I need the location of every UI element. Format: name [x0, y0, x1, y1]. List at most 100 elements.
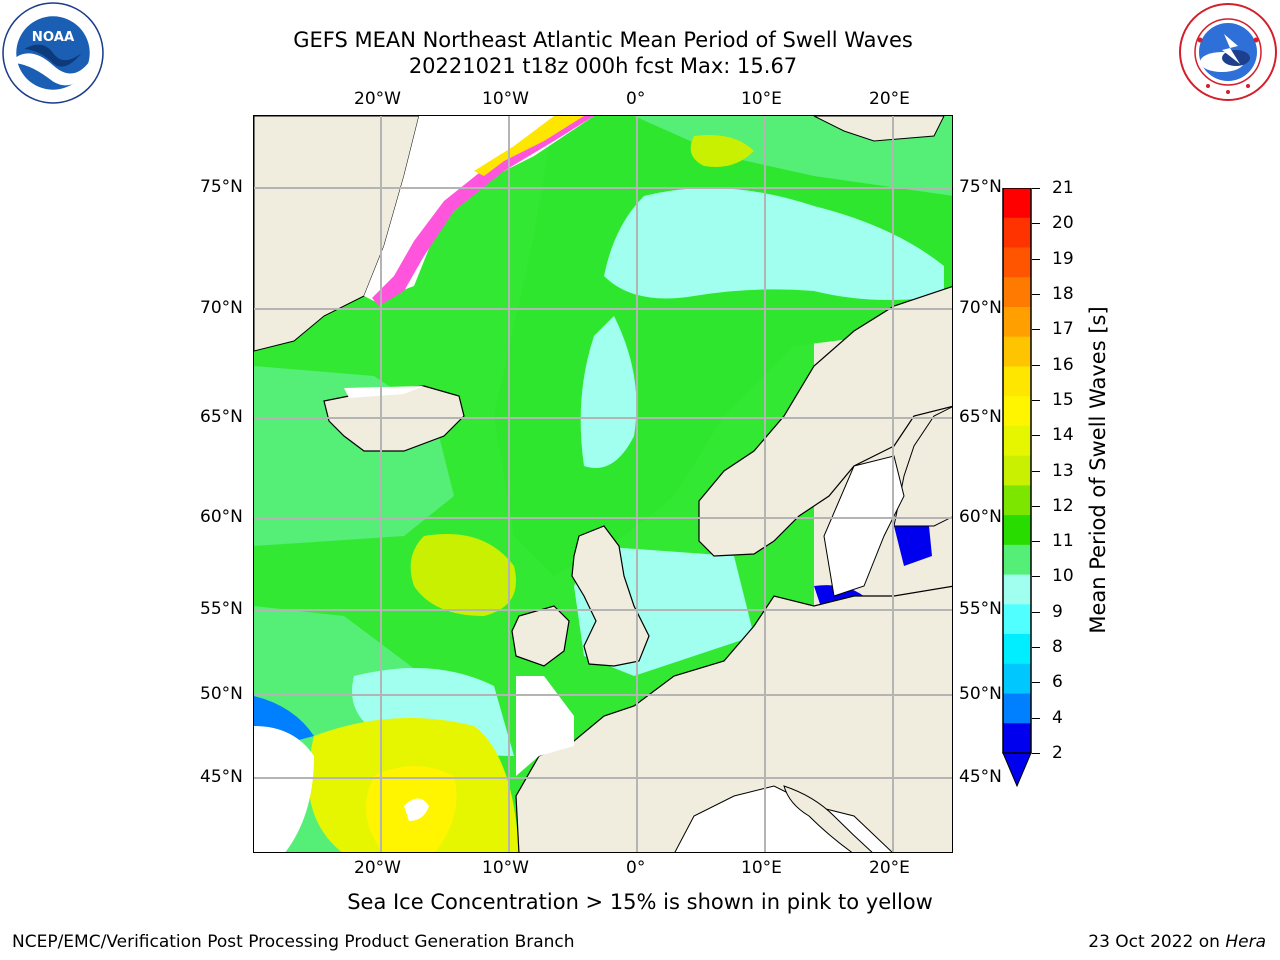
- land-ireland: [511, 605, 570, 667]
- cyan-region-norway-sea: [604, 188, 944, 300]
- land-great-britain: [571, 525, 650, 667]
- colorbar-swatch: [1003, 604, 1031, 635]
- colorbar-tick: [1032, 753, 1040, 754]
- lat-label-right: 55°N: [959, 599, 1002, 619]
- map-area: [253, 115, 953, 853]
- lon-label-bottom: 10°E: [741, 858, 782, 878]
- credit-left: NCEP/EMC/Verification Post Processing Pr…: [12, 932, 575, 952]
- sea-ice-edge-yellow: [474, 116, 584, 176]
- graticule: [254, 116, 952, 852]
- land-italy: [783, 785, 873, 852]
- colorbar-tick-label: 10: [1052, 566, 1074, 587]
- colorbar-tick-label: 17: [1052, 319, 1074, 340]
- cyan-region-norway-coast: [580, 316, 637, 468]
- colorbar-swatch: [1003, 544, 1031, 576]
- lon-label-top: 20°W: [354, 89, 401, 109]
- lat-label-left: 60°N: [200, 507, 243, 527]
- colorbar-tick: [1032, 717, 1040, 719]
- lat-label-right: 70°N: [959, 298, 1002, 318]
- lon-label-bottom: 20°E: [869, 858, 910, 878]
- land-svalbard: [813, 116, 945, 142]
- lon-label-bottom: 10°W: [482, 858, 529, 878]
- iceland-ice-mask: [344, 386, 424, 398]
- lat-label-right: 60°N: [959, 507, 1002, 527]
- lat-label-left: 45°N: [200, 767, 243, 787]
- colorbar-tick-label: 18: [1052, 283, 1074, 304]
- nws-logo: [1179, 3, 1277, 101]
- colorbar-tick: [1032, 293, 1040, 295]
- lat-label-right: 45°N: [959, 767, 1002, 787]
- colorbar-tick: [1032, 258, 1040, 260]
- colorbar-tick-label: 9: [1052, 601, 1063, 622]
- colorbar-tick: [1032, 505, 1040, 507]
- colorbar-swatch: [1003, 455, 1031, 486]
- colorbar-tick-label: 2: [1052, 743, 1063, 763]
- lat-label-left: 70°N: [200, 298, 243, 318]
- colorbar-tick: [1032, 188, 1040, 189]
- lon-label-top: 10°W: [482, 89, 529, 109]
- blue-patch-baltic-2: [894, 526, 932, 566]
- yellow-green-central: [410, 534, 516, 616]
- colorbar-tick-label: 14: [1052, 425, 1074, 446]
- colorbar-swatch: [1003, 663, 1031, 695]
- lat-label-left: 55°N: [200, 599, 243, 619]
- colorbar-tick-label: 15: [1052, 389, 1074, 410]
- colorbar-tick: [1032, 576, 1040, 578]
- colorbar-tick-label: 11: [1052, 531, 1074, 552]
- colorbar-tick: [1032, 435, 1040, 437]
- colorbar-tick: [1032, 364, 1040, 366]
- colorbar-swatch: [1003, 366, 1031, 397]
- lon-label-top: 20°E: [869, 89, 910, 109]
- colorbar-swatch: [1003, 277, 1031, 308]
- colorbar-frame: [1002, 188, 1032, 754]
- colorbar-swatch: [1003, 188, 1031, 219]
- colorbar-swatch: [1003, 425, 1031, 457]
- colorbar-tick-label: 21: [1052, 178, 1074, 198]
- colorbar: [1002, 188, 1032, 788]
- colorbar-swatch: [1003, 306, 1031, 338]
- lat-label-left: 75°N: [200, 177, 243, 197]
- colorbar-tick: [1032, 647, 1040, 649]
- colorbar-tick-label: 6: [1052, 672, 1063, 693]
- swell-period-map: [254, 116, 952, 852]
- colorbar-swatch: [1003, 217, 1031, 248]
- yellow-green-north: [690, 135, 754, 167]
- sea-ice-edge-pink: [372, 116, 594, 306]
- colorbar-swatch: [1003, 247, 1031, 278]
- colorbar-title: Mean Period of Swell Waves [s]: [1086, 306, 1110, 634]
- lon-label-bottom: 20°W: [354, 858, 401, 878]
- colorbar-tick: [1032, 541, 1040, 543]
- colorbar-swatch: [1003, 396, 1031, 427]
- credit-host: Hera: [1225, 932, 1266, 952]
- credit-date: 23 Oct 2022 on: [1088, 932, 1220, 952]
- colorbar-tick: [1032, 399, 1040, 401]
- credit-right: 23 Oct 2022 on Hera: [1088, 932, 1266, 952]
- colorbar-swatch: [1003, 634, 1031, 665]
- colorbar-tick: [1032, 470, 1040, 472]
- colorbar-tick: [1032, 611, 1040, 613]
- lat-label-right: 50°N: [959, 684, 1002, 704]
- colorbar-tick-label: 4: [1052, 707, 1063, 728]
- lon-label-top: 0°: [626, 89, 646, 109]
- white-bay-france: [516, 676, 574, 776]
- colorbar-tick: [1032, 223, 1040, 225]
- colorbar-tick-label: 20: [1052, 213, 1074, 234]
- lon-label-bottom: 0°: [626, 858, 646, 878]
- white-patch-southwest: [254, 726, 314, 852]
- colorbar-tick-label: 16: [1052, 354, 1074, 375]
- colorbar-tick-label: 8: [1052, 637, 1063, 658]
- baltic-sea: [823, 455, 905, 597]
- colorbar-swatch: [1003, 574, 1031, 605]
- colorbar-swatch: [1003, 336, 1031, 367]
- noaa-logo: NOAA: [2, 2, 104, 104]
- colorbar-tick-label: 19: [1052, 248, 1074, 269]
- colorbar-swatch: [1003, 693, 1031, 724]
- lat-label-left: 65°N: [200, 407, 243, 427]
- colorbar-extend-arrow: [1002, 752, 1032, 788]
- colorbar-tick: [1032, 682, 1040, 684]
- chart-subtitle: 20221021 t18z 000h fcst Max: 15.67: [408, 54, 798, 78]
- svg-text:NOAA: NOAA: [32, 30, 75, 45]
- colorbar-tick: [1032, 329, 1040, 331]
- lat-label-right: 65°N: [959, 407, 1002, 427]
- colorbar-swatch: [1003, 723, 1031, 754]
